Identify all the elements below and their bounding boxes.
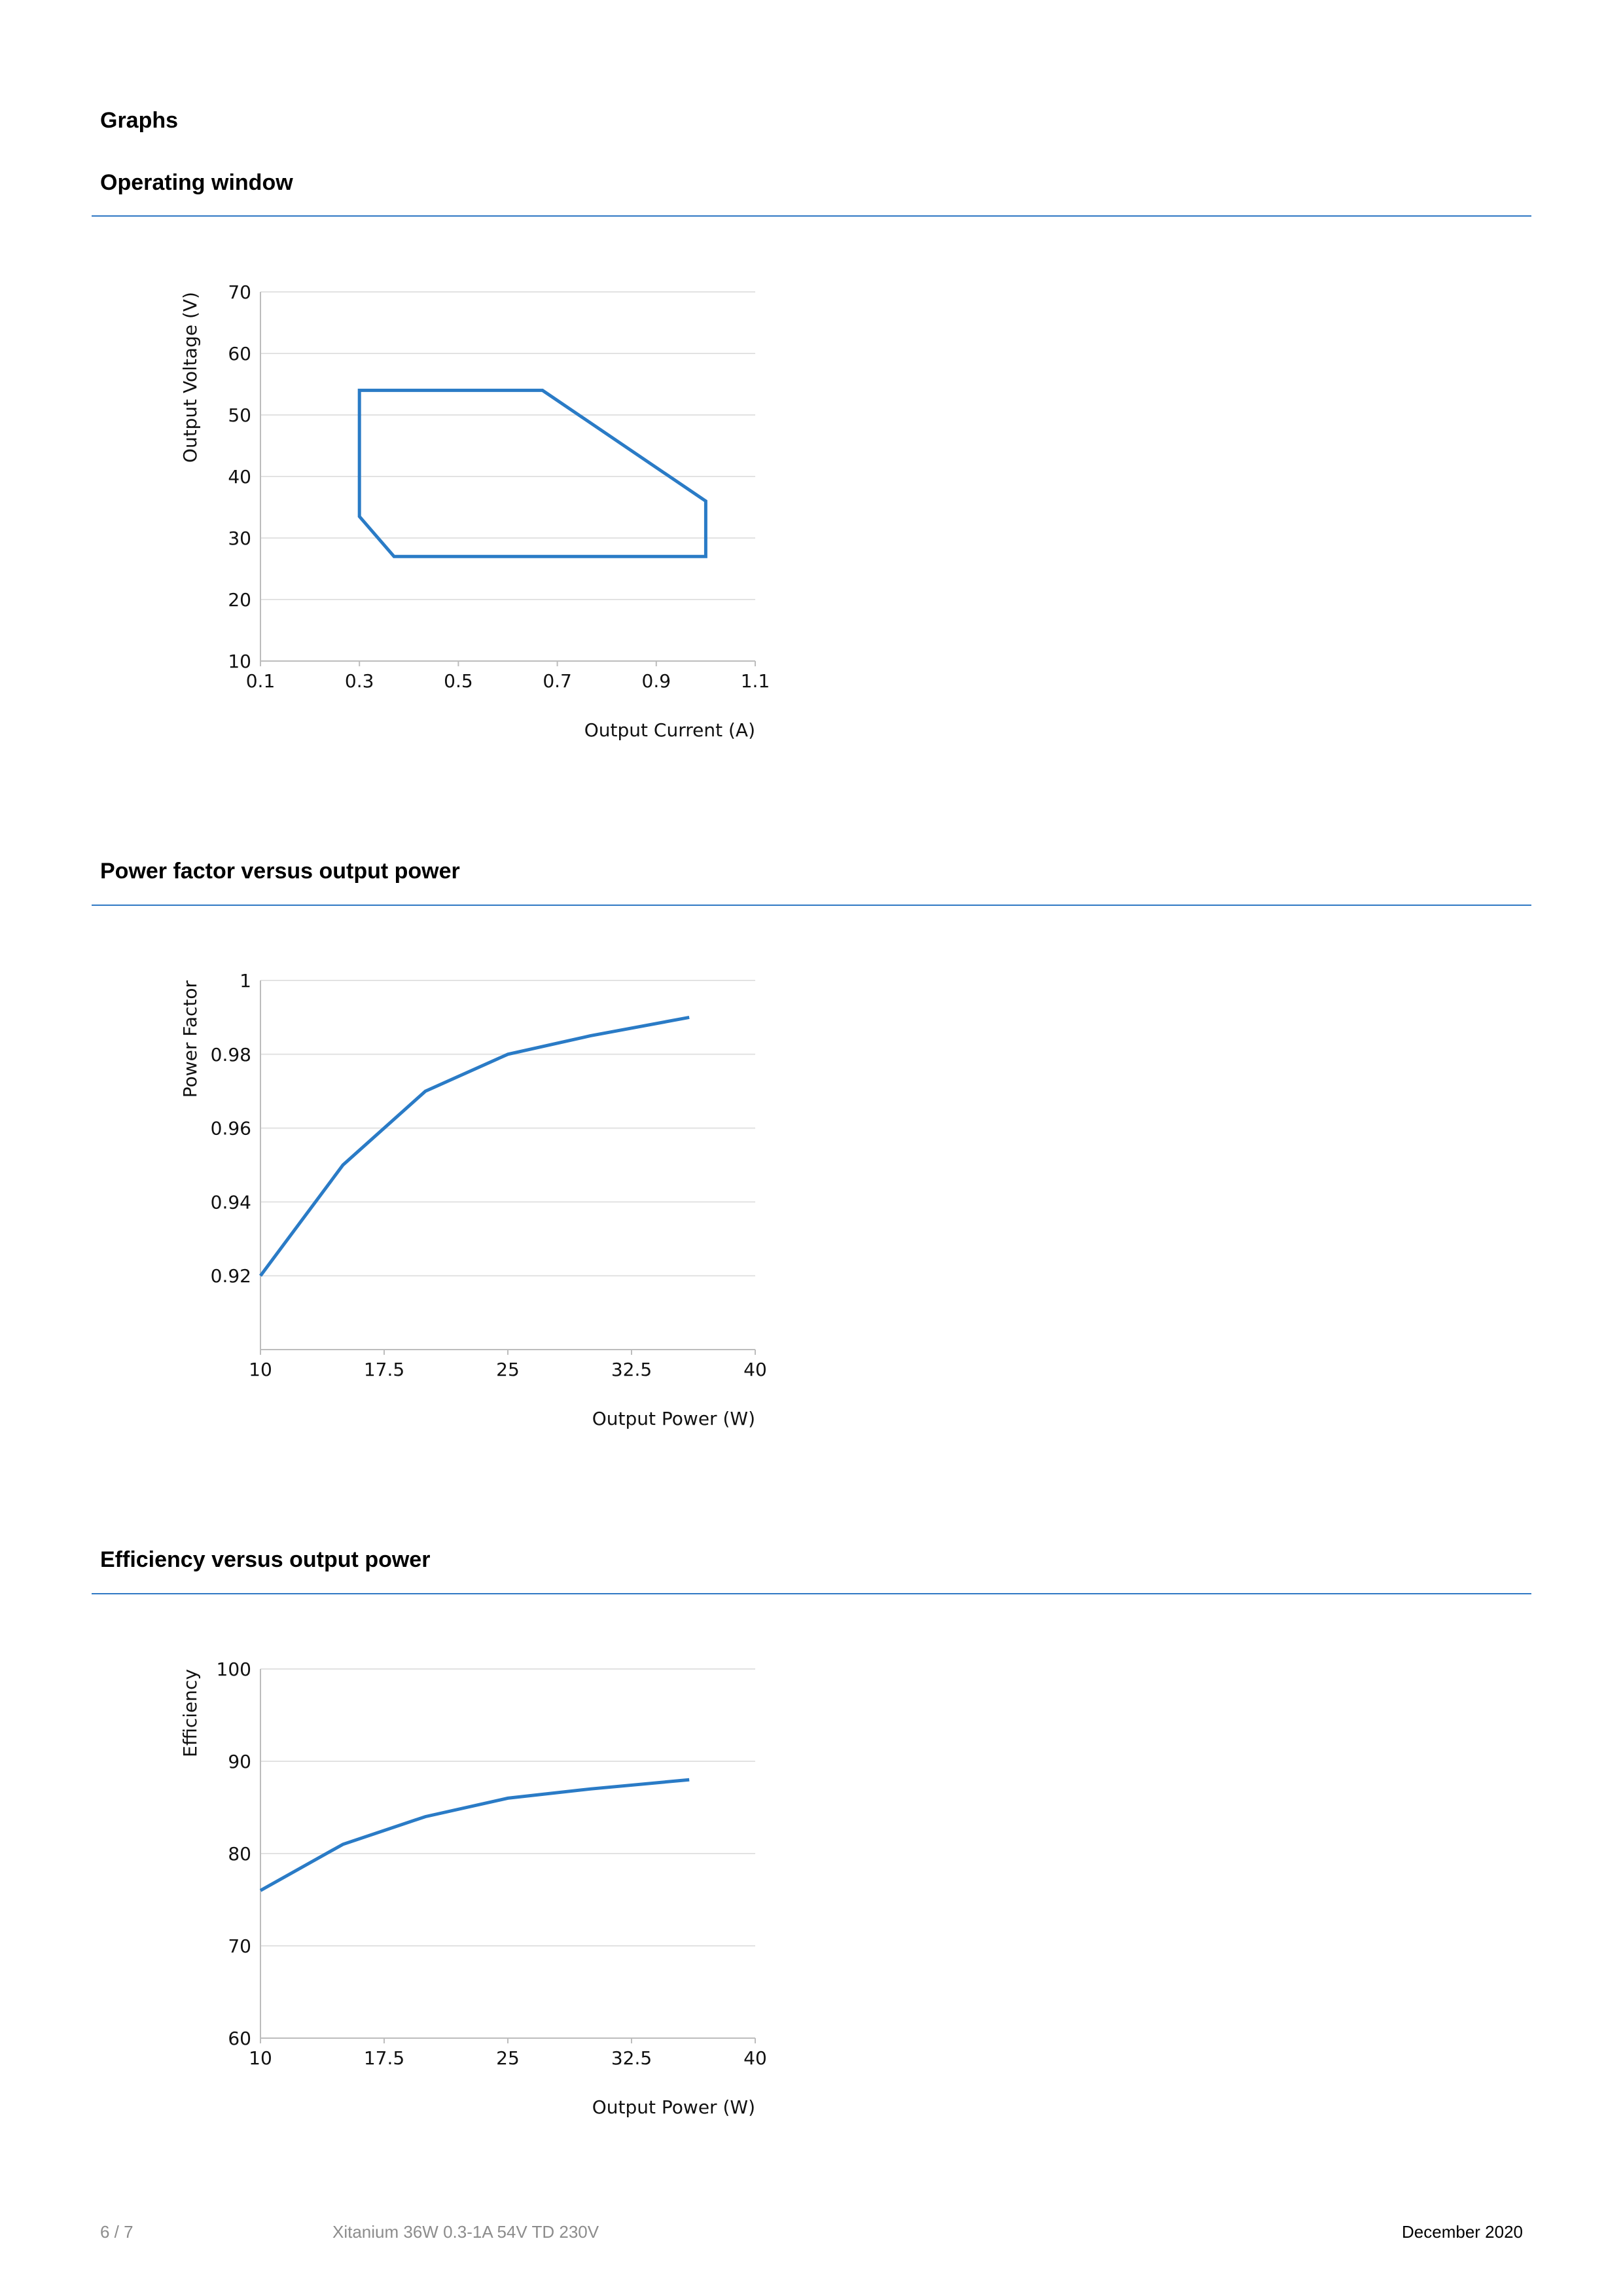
series-line xyxy=(259,1778,690,1892)
y-tick-label: 70 xyxy=(228,1935,251,1957)
y-tick-label: 0.96 xyxy=(211,1118,251,1139)
x-tick-label: 17.5 xyxy=(364,1359,404,1380)
power-factor-chart: 0.92 0.94 0.96 0.98 1 10 17.5 25 32.5 40 Output Po… xyxy=(151,957,792,1429)
section-title-operating-window: Operating window xyxy=(100,170,293,195)
x-tick-label: 10 xyxy=(249,2047,272,2069)
section-title-power-factor: Power factor versus output power xyxy=(100,859,460,884)
section-divider xyxy=(92,215,1531,217)
y-tick-label: 30 xyxy=(228,528,251,549)
y-tick-label: 20 xyxy=(228,589,251,611)
x-tick-label: 0.7 xyxy=(543,670,572,692)
efficiency-chart: 60 70 80 90 100 10 17.5 25 32.5 40 Output Power (W… xyxy=(151,1645,792,2118)
y-tick-label: 60 xyxy=(228,343,251,365)
operating-window-chart-svg: 10 20 30 40 50 60 70 0.1 0.3 0.5 0.7 0.9 1.1 Output C… xyxy=(179,281,770,741)
series-line xyxy=(259,1015,690,1277)
x-tick-label: 32.5 xyxy=(611,2047,652,2069)
y-tick-label: 1 xyxy=(240,970,251,992)
section-divider xyxy=(92,1593,1531,1594)
x-axis-title: Output Power (W) xyxy=(592,1408,755,1429)
x-tick-label: 10 xyxy=(249,1359,272,1380)
y-tick-label: 100 xyxy=(217,1659,251,1680)
y-tick-label: 90 xyxy=(228,1751,251,1772)
power-factor-chart-svg: 0.92 0.94 0.96 0.98 1 10 17.5 25 32.5 40 Output Po… xyxy=(179,970,767,1429)
x-tick-label: 25 xyxy=(496,2047,520,2069)
page-heading: Graphs xyxy=(100,108,179,133)
x-axis-title: Output Power (W) xyxy=(592,2096,755,2118)
x-tick-label: 32.5 xyxy=(611,1359,652,1380)
x-tick-label: 40 xyxy=(743,2047,767,2069)
y-axis-title: Output Voltage (V) xyxy=(179,292,201,463)
section-title-efficiency: Efficiency versus output power xyxy=(100,1547,431,1572)
x-tick-label: 0.5 xyxy=(444,670,473,692)
x-tick-label: 25 xyxy=(496,1359,520,1380)
footer-date: December 2020 xyxy=(1402,2222,1523,2242)
y-tick-label: 0.92 xyxy=(211,1265,251,1287)
x-tick-label: 0.9 xyxy=(642,670,671,692)
series-line xyxy=(357,388,707,558)
x-tick-label: 1.1 xyxy=(741,670,770,692)
operating-window-chart: 10 20 30 40 50 60 70 0.1 0.3 0.5 0.7 0.9 1.1 Output C… xyxy=(151,268,792,741)
x-tick-label: 0.3 xyxy=(345,670,374,692)
y-tick-label: 70 xyxy=(228,281,251,303)
y-axis-title: Efficiency xyxy=(179,1669,201,1757)
x-tick-label: 40 xyxy=(743,1359,767,1380)
x-tick-label: 0.1 xyxy=(246,670,276,692)
x-axis-title: Output Current (A) xyxy=(584,719,755,741)
y-tick-label: 10 xyxy=(228,651,251,672)
x-tick-label: 17.5 xyxy=(364,2047,404,2069)
section-divider xyxy=(92,905,1531,906)
y-tick-label: 40 xyxy=(228,466,251,488)
y-axis-title: Power Factor xyxy=(179,980,201,1098)
y-tick-label: 80 xyxy=(228,1843,251,1865)
footer-page-number: 6 / 7 xyxy=(100,2222,134,2242)
y-tick-label: 0.98 xyxy=(211,1044,251,1066)
y-tick-label: 60 xyxy=(228,2028,251,2049)
y-tick-label: 50 xyxy=(228,404,251,426)
efficiency-chart-svg: 60 70 80 90 100 10 17.5 25 32.5 40 Output Power (W… xyxy=(179,1659,767,2118)
footer-product-name: Xitanium 36W 0.3-1A 54V TD 230V xyxy=(332,2222,599,2242)
y-tick-label: 0.94 xyxy=(211,1191,251,1213)
